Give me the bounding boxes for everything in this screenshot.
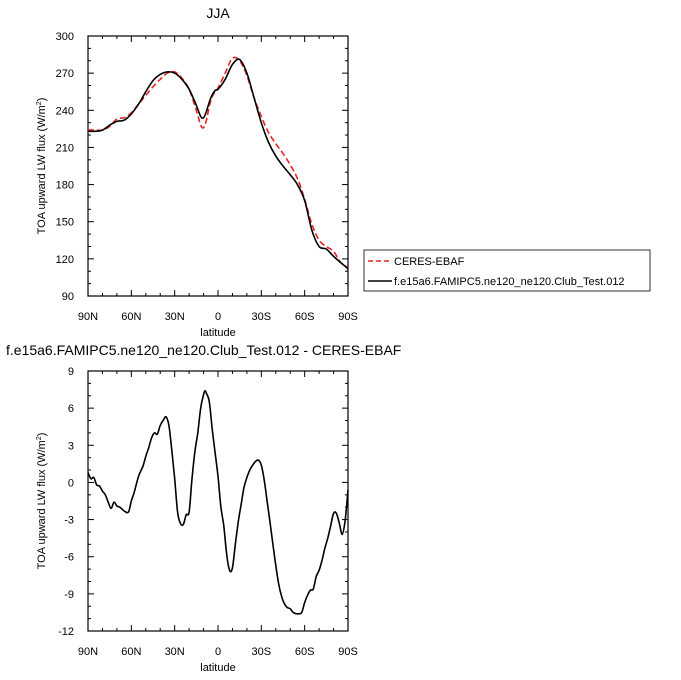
bottom-ytick-label: 0 [68,477,74,489]
top-xtick-label: 30S [252,311,272,323]
top-y-axis-label-sup: 2 [36,101,43,105]
top-ytick-label: 120 [56,254,74,266]
top-x-axis: 90N 60N 30N 0 30S 60S 90S [78,36,358,323]
bottom-xtick-label: 30S [252,646,272,658]
top-ytick-label: 300 [56,31,74,43]
bottom-panel: f.e15a6.FAMIPC5.ne120_ne120.Club_Test.01… [6,342,401,674]
bottom-xtick-label: 60N [121,646,141,658]
top-xtick-label: 60S [295,311,315,323]
bottom-xtick-label: 90N [78,646,98,658]
top-y-axis-label-close: ) [36,98,48,102]
top-series-line-2 [87,58,349,270]
top-xtick-label: 90S [338,311,358,323]
top-plot-frame [87,35,349,297]
bottom-x-axis-label: latitude [200,662,235,674]
top-xtick-label: 0 [215,311,221,323]
bottom-ytick-label: 3 [68,440,74,452]
top-chart-title: JJA [206,5,230,21]
top-ytick-label: 90 [62,291,74,303]
bottom-xtick-label: 0 [215,646,221,658]
top-y-axis: 90 120 150 180 210 240 270 300 [56,31,348,303]
top-panel: JJA 90 120 150 180 210 240 270 300 90N 60N 30N 0 30… [36,5,651,339]
bottom-ytick-label: -12 [58,626,74,638]
bottom-y-axis-label-main: TOA upward LW flux (W/m [36,440,48,569]
top-xtick-label: 60N [121,311,141,323]
bottom-ytick-label: 9 [68,366,74,378]
bottom-y-axis-label: TOA upward LW flux (W/m2) [36,433,48,570]
top-ytick-label: 270 [56,68,74,80]
legend: CERES-EBAF f.e15a6.FAMIPC5.ne120_ne120.C… [363,249,651,292]
legend-label-model: f.e15a6.FAMIPC5.ne120_ne120.Club_Test.01… [394,276,625,288]
bottom-xtick-label: 60S [295,646,315,658]
bottom-chart-title: f.e15a6.FAMIPC5.ne120_ne120.Club_Test.01… [6,342,401,358]
legend-box [363,249,651,292]
top-xtick-label: 30N [165,311,185,323]
top-ytick-label: 240 [56,105,74,117]
bottom-ytick-label: -9 [64,589,74,601]
bottom-xtick-label: 90S [338,646,358,658]
top-xtick-label: 90N [78,311,98,323]
top-ytick-label: 180 [56,180,74,192]
top-y-axis-label: TOA upward LW flux (W/m2) [36,98,48,235]
bottom-xtick-label: 30N [165,646,185,658]
top-series-lines [87,56,349,270]
bottom-y-axis-label-sup: 2 [36,436,43,440]
bottom-ytick-label: 6 [68,403,74,415]
bottom-series-lines [87,389,349,615]
bottom-x-axis: 90N 60N 30N 0 30S 60S 90S [78,371,358,658]
bottom-ytick-label: -3 [64,515,74,527]
bottom-y-axis: -12 -9 -6 -3 0 3 6 9 [58,366,348,638]
top-ytick-label: 150 [56,217,74,229]
top-y-axis-label-main: TOA upward LW flux (W/m [36,105,48,234]
bottom-ytick-label: -6 [64,552,74,564]
top-ytick-label: 210 [56,142,74,154]
legend-label-ceres: CERES-EBAF [394,256,465,268]
bottom-y-axis-label-close: ) [36,433,48,437]
bottom-series-line-1 [87,389,349,615]
top-x-axis-label: latitude [200,327,235,339]
